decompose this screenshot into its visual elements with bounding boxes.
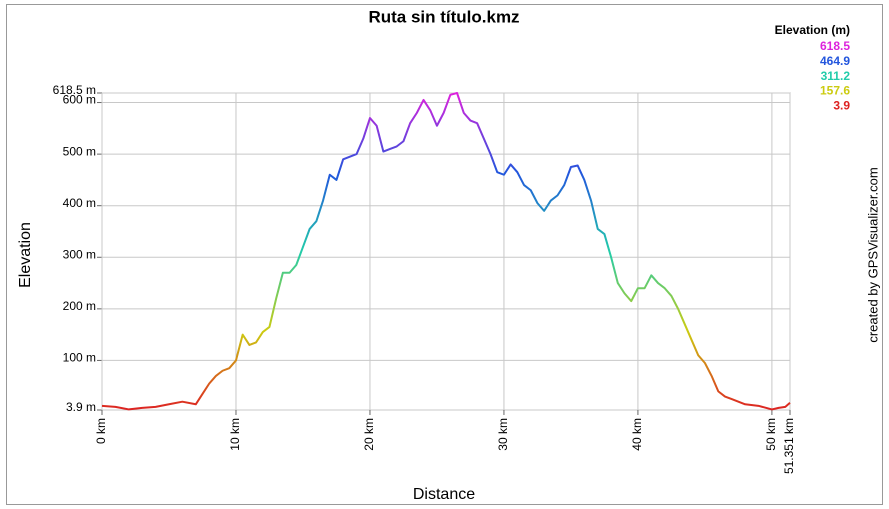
x-axis-label: Distance <box>413 486 475 503</box>
legend-title: Elevation (m) <box>775 23 850 37</box>
legend-value: 464.9 <box>820 54 850 68</box>
y-tick-label: 100 m <box>63 351 96 365</box>
legend-value: 618.5 <box>820 39 850 53</box>
y-axis-label: Elevation <box>17 222 34 288</box>
elevation-line <box>101 92 791 411</box>
y-tick-label: 600 m <box>63 93 96 107</box>
x-tick-label: 0 km <box>94 418 108 444</box>
credit: created by GPSVisualizer.com <box>865 167 880 342</box>
y-tick-label: 618.5 m <box>53 83 96 97</box>
y-tick-label: 500 m <box>63 144 96 158</box>
y-tick-label: 200 m <box>63 299 96 313</box>
x-tick-label: 10 km <box>228 418 242 451</box>
x-tick-label: 50 km <box>764 418 778 451</box>
y-tick-label: 400 m <box>63 196 96 210</box>
y-tick-label: 300 m <box>63 247 96 261</box>
legend-value: 157.6 <box>820 84 850 98</box>
x-tick-label: 20 km <box>362 418 376 451</box>
legend-value: 311.2 <box>821 69 851 83</box>
y-tick-label: 3.9 m <box>66 400 96 414</box>
x-tick-label: 51.351 km <box>782 418 796 474</box>
plot-area <box>101 92 791 411</box>
x-tick-label: 30 km <box>496 418 510 451</box>
legend-value: 3.9 <box>833 98 850 112</box>
x-tick-label: 40 km <box>630 418 644 451</box>
chart-title: Ruta sin título.kmz <box>368 7 519 26</box>
